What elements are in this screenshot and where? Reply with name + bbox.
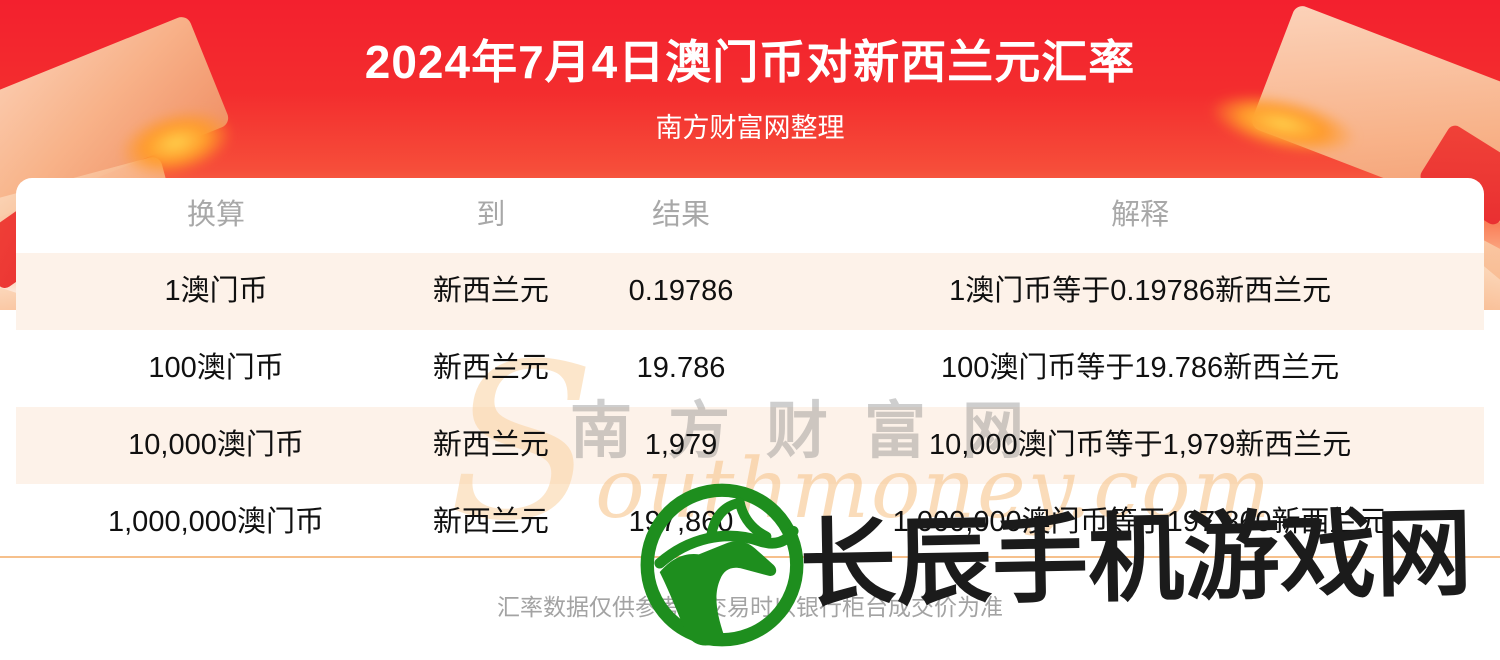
- table-header-row: 换算 到 结果 解释: [16, 178, 1484, 253]
- rate-table-card: 换算 到 结果 解释 1澳门币 新西兰元 0.19786 1澳门币等于0.197…: [16, 178, 1484, 660]
- cell-explain: 100澳门币等于19.786新西兰元: [941, 352, 1340, 385]
- cell-result: 0.19786: [628, 275, 734, 308]
- column-header-result: 结果: [651, 199, 710, 232]
- deer-icon: [640, 483, 804, 647]
- cell-to: 新西兰元: [432, 506, 549, 539]
- column-header-explain: 解释: [1111, 199, 1170, 232]
- cell-to: 新西兰元: [432, 429, 549, 462]
- watermark-site-name: 南方财富网: [570, 397, 1061, 466]
- cell-explain: 10,000澳门币等于1,979新西兰元: [928, 429, 1352, 462]
- cell-from: 100澳门币: [148, 352, 284, 385]
- table-row: 100澳门币 新西兰元 19.786 100澳门币等于19.786新西兰元: [16, 330, 1484, 407]
- cell-to: 新西兰元: [432, 352, 549, 385]
- cell-from: 1澳门币: [164, 275, 268, 308]
- watermark-domain-initial: S: [448, 317, 596, 568]
- cell-to: 新西兰元: [432, 275, 549, 308]
- cell-from: 1,000,000澳门币: [108, 506, 325, 539]
- cell-result: 19.786: [636, 352, 726, 385]
- disclaimer-text: 汇率数据仅供参考，交易时以银行柜台成交价为准: [497, 594, 1003, 620]
- page-title: 2024年7月4日澳门币对新西兰元汇率: [364, 36, 1136, 88]
- overlay-logo-text: 长辰手机游戏网: [799, 500, 1473, 619]
- table-row: 1澳门币 新西兰元 0.19786 1澳门币等于0.19786新西兰元: [16, 253, 1484, 330]
- page-subtitle: 南方财富网整理: [655, 113, 845, 143]
- cell-result: 1,979: [644, 429, 718, 462]
- cell-explain: 1,000,000澳门币等于197,860新西兰元: [892, 506, 1388, 539]
- table-row: 10,000澳门币 新西兰元 1,979 10,000澳门币等于1,979新西兰…: [16, 407, 1484, 484]
- column-header-convert: 换算: [187, 199, 246, 232]
- cell-explain: 1澳门币等于0.19786新西兰元: [949, 275, 1332, 308]
- cell-from: 10,000澳门币: [128, 429, 304, 462]
- column-header-to: 到: [476, 199, 506, 232]
- deer-logo-badge: [633, 476, 811, 654]
